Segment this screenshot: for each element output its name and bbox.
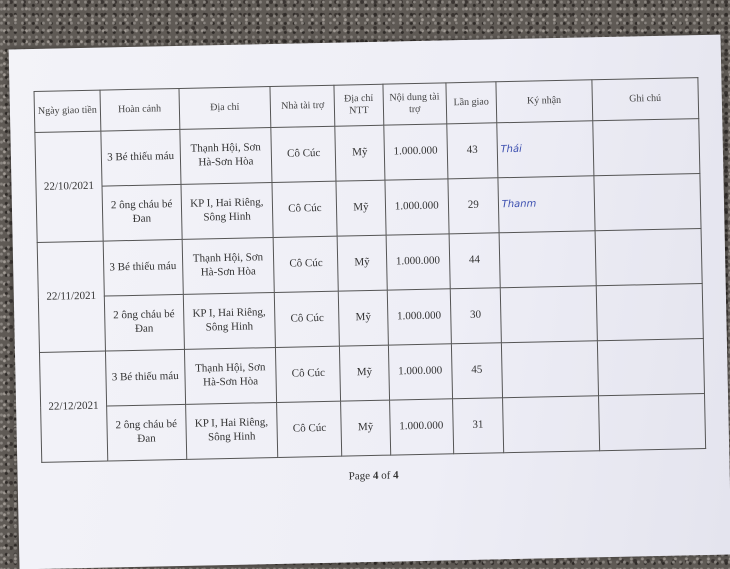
cell: 1.000.000	[386, 288, 452, 346]
page-total: 4	[392, 469, 399, 482]
note-cell	[595, 283, 704, 341]
signature-cell	[499, 285, 598, 343]
column-header: Lần giao	[445, 81, 497, 124]
cell: Thạnh Hội, Sơn Hà-Sơn Hòa	[179, 127, 273, 185]
cell: Mỹ	[335, 125, 385, 182]
cell: 1.000.000	[383, 123, 448, 181]
column-header: Nhà tài trợ	[270, 85, 336, 128]
cell: 31	[452, 397, 504, 454]
cell: Mỹ	[338, 290, 388, 347]
footer-text: Page	[348, 470, 371, 483]
note-cell	[592, 118, 700, 176]
column-header: Nội dung tài trợ	[382, 82, 447, 126]
cell: Mỹ	[339, 345, 390, 402]
cell: Mỹ	[340, 400, 391, 457]
note-cell	[597, 338, 705, 396]
cell: 2 ông cháu bé Đan	[101, 184, 182, 242]
cell: 45	[451, 342, 503, 399]
cell: 1.000.000	[387, 343, 453, 401]
cell: 2 ông cháu bé Đan	[104, 294, 184, 352]
cell: 1.000.000	[385, 233, 451, 291]
footer-text: of	[381, 469, 391, 482]
note-cell	[593, 173, 702, 231]
signature-cell	[501, 340, 599, 398]
date-cell: 22/11/2021	[37, 241, 106, 353]
cell: Thạnh Hội, Sơn Hà-Sơn Hòa	[181, 237, 275, 295]
column-header: Ngày giao tiền	[34, 90, 101, 133]
signature-cell	[498, 230, 596, 288]
signature-cell	[502, 395, 600, 453]
column-header: Địa chỉ	[178, 86, 272, 130]
cell: Cô Cúc	[271, 126, 337, 183]
column-header: Hoàn cảnh	[99, 88, 180, 132]
cell: 44	[449, 232, 500, 289]
page-number: 4	[372, 469, 379, 482]
cell: Cô Cúc	[274, 291, 340, 348]
cell: KP I, Hai Riêng, Sông Hinh	[180, 182, 274, 240]
cell: 3 Bé thiếu máu	[105, 349, 186, 407]
footer: Page 4 of 4	[18, 463, 730, 490]
cell: Cô Cúc	[275, 346, 341, 403]
column-header: Địa chỉ NTT	[334, 84, 384, 127]
cell: 43	[446, 122, 498, 179]
cell: Cô Cúc	[276, 401, 343, 458]
date-cell: 22/12/2021	[39, 351, 108, 463]
date-cell: 22/10/2021	[34, 131, 104, 243]
signature: Thanm	[497, 175, 595, 233]
note-cell	[598, 393, 706, 451]
cell: 2 ông cháu bé Đan	[106, 404, 187, 462]
column-header: Ký nhận	[495, 79, 593, 123]
cell: 1.000.000	[384, 178, 450, 236]
cell: KP I, Hai Riêng, Sông Hinh	[182, 292, 276, 350]
cell: 1.000.000	[389, 398, 454, 456]
signature: Thái	[496, 120, 594, 178]
cell: KP I, Hai Riêng, Sông Hinh	[185, 402, 279, 460]
cell: 3 Bé thiếu máu	[100, 129, 181, 187]
cell: Cô Cúc	[272, 181, 338, 238]
column-header: Ghi chú	[591, 77, 699, 121]
cell: 29	[447, 177, 499, 234]
note-cell	[594, 228, 703, 286]
cell: 30	[450, 287, 502, 344]
cell: Thạnh Hội, Sơn Hà-Sơn Hòa	[183, 347, 277, 405]
paper: Ngày giao tiền Hoàn cảnh Địa chỉ Nhà tài tr…	[8, 34, 730, 569]
cell: 3 Bé thiếu máu	[103, 239, 183, 297]
table: Ngày giao tiền Hoàn cảnh Địa chỉ Nhà tài tr…	[34, 77, 707, 463]
cell: Mỹ	[337, 235, 387, 292]
cell: Mỹ	[336, 180, 386, 237]
cell: Cô Cúc	[273, 236, 339, 293]
